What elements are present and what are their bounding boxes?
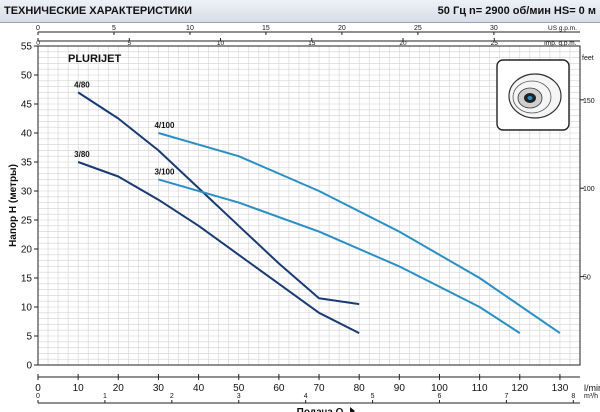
m3h-tick-label: 4 (304, 393, 308, 400)
m3h-tick-label: 8 (571, 393, 575, 400)
y-tick-label: 10 (21, 303, 33, 314)
m3h-tick-label: 5 (371, 393, 375, 400)
feet-tick-label: 50 (583, 275, 591, 282)
curve-3-80 (77, 161, 360, 334)
x-tick-label: 60 (273, 383, 285, 394)
y-tick-label: 25 (21, 216, 33, 227)
impgpm-tick-label: 20 (399, 40, 407, 47)
y-tick-label: 40 (21, 129, 33, 140)
feet-axis-unit: feet (582, 55, 594, 62)
usgpm-unit-label: US g.p.m. (548, 25, 577, 32)
pump-ring-icon (512, 80, 552, 114)
x-tick-label: 120 (511, 383, 528, 394)
x-tick-label: 50 (233, 383, 245, 394)
impgpm-tick-label: 25 (491, 40, 499, 47)
header-spec: 50 Гц n= 2900 об/мин HS= 0 м (437, 5, 596, 17)
usgpm-tick-label: 5 (112, 25, 116, 32)
x-axis-arrow (350, 407, 355, 412)
impgpm-tick-label: 0 (36, 40, 40, 47)
x-tick-label: 90 (394, 383, 406, 394)
y-tick-label: 50 (21, 71, 33, 82)
y-tick-label: 45 (21, 100, 33, 111)
usgpm-tick-label: 30 (490, 25, 498, 32)
y-tick-label: 35 (21, 158, 33, 169)
header-title: ТЕХНИЧЕСКИЕ ХАРАКТЕРИСТИКИ (4, 5, 193, 17)
y-axis-title: Напор H (метры) (8, 164, 19, 247)
x-tick-label: 30 (153, 383, 165, 394)
x-tick-label: 110 (472, 383, 488, 394)
x-tick-label: 40 (193, 383, 205, 394)
x-tick-label: 80 (354, 383, 366, 394)
y-tick-label: 0 (26, 361, 32, 372)
x-tick-label: 100 (431, 383, 448, 394)
chart-title: PLURIJET (68, 53, 121, 65)
usgpm-tick-label: 0 (36, 25, 40, 32)
curve-label: 4/80 (74, 80, 90, 89)
x-tick-label: 10 (73, 383, 85, 394)
x-unit-label: l/min (584, 383, 600, 393)
usgpm-tick-label: 25 (414, 25, 422, 32)
m3h-tick-label: 1 (103, 393, 107, 400)
y-tick-label: 15 (21, 274, 33, 285)
x-axis-title: Подача Q (297, 407, 344, 412)
usgpm-tick-label: 15 (262, 25, 270, 32)
m3h-unit-label: m³/h (584, 393, 598, 400)
y-tick-label: 5 (26, 332, 32, 343)
x-tick-label: 70 (313, 383, 325, 394)
header-bar: ТЕХНИЧЕСКИЕ ХАРАКТЕРИСТИКИ 50 Гц n= 2900… (0, 0, 600, 23)
impgpm-tick-label: 10 (217, 40, 225, 47)
x-tick-label: 130 (552, 383, 569, 394)
curve-label: 4/100 (154, 121, 175, 130)
y-tick-label: 20 (21, 245, 33, 256)
usgpm-tick-label: 20 (338, 25, 346, 32)
impgpm-tick-label: 15 (308, 40, 316, 47)
curve-3-100 (158, 178, 521, 334)
feet-tick-label: 150 (583, 98, 595, 105)
usgpm-tick-label: 10 (186, 25, 194, 32)
curve-label: 3/80 (74, 150, 90, 159)
m3h-tick-label: 7 (504, 393, 508, 400)
plot-frame (37, 45, 581, 366)
impgpm-unit-label: Imp. g.p.m. (544, 40, 577, 47)
x-tick-label: 20 (113, 383, 125, 394)
m3h-tick-label: 0 (36, 393, 40, 400)
impgpm-tick-label: 5 (127, 40, 131, 47)
pump-core-icon (527, 96, 533, 100)
m3h-tick-label: 6 (438, 393, 442, 400)
curve-4-100 (158, 132, 561, 334)
y-tick-label: 30 (21, 187, 33, 198)
x-tick-label: 0 (35, 383, 41, 394)
m3h-tick-label: 2 (170, 393, 174, 400)
y-tick-label: 55 (21, 42, 33, 53)
curve-label: 3/100 (154, 167, 175, 176)
feet-tick-label: 100 (583, 186, 595, 193)
curve-4-80 (77, 91, 360, 306)
m3h-tick-label: 3 (237, 393, 241, 400)
